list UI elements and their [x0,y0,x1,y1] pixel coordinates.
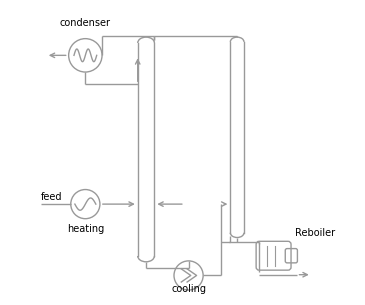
Text: Reboiler: Reboiler [295,228,335,238]
Text: heating: heating [67,224,104,234]
Text: condenser: condenser [60,18,111,28]
Text: feed: feed [41,192,63,202]
Text: cooling: cooling [171,284,206,294]
